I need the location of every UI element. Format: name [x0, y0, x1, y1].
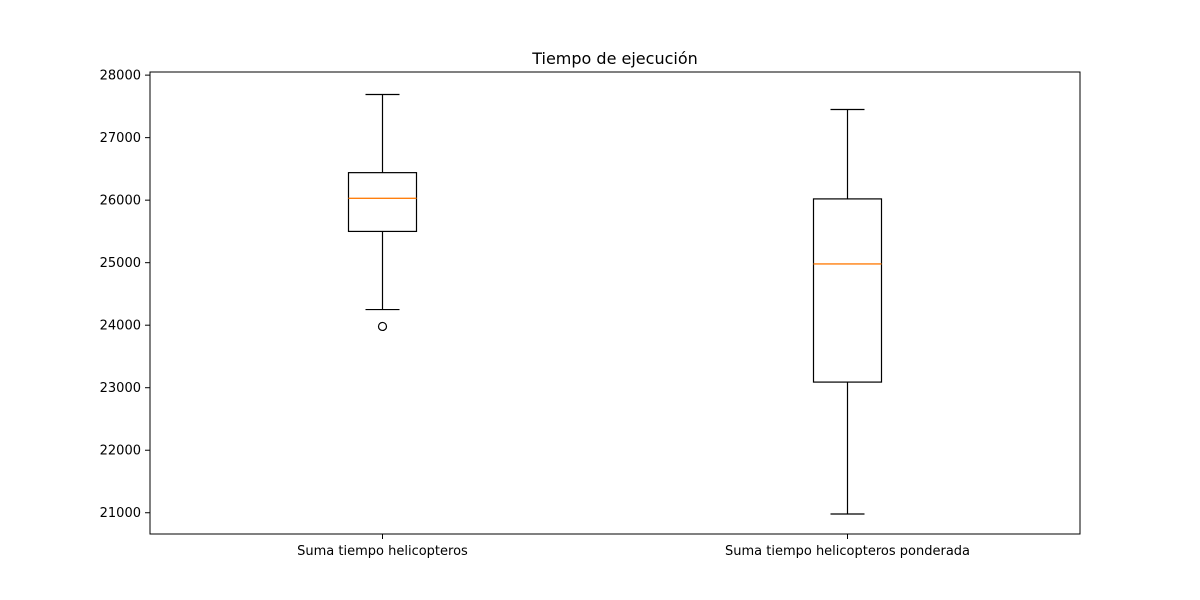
- outlier-point: [377, 321, 388, 332]
- y-tick-label: 21000: [100, 506, 141, 521]
- box-iqr: [812, 198, 883, 383]
- y-tick-label: 23000: [100, 381, 141, 396]
- y-tick-label: 25000: [100, 256, 141, 271]
- y-tick-label: 28000: [100, 69, 141, 84]
- x-tick-label: Suma tiempo helicopteros ponderada: [725, 544, 970, 559]
- x-tick-label: Suma tiempo helicopteros: [297, 544, 468, 559]
- plot-marks: 21000 22000 23000 24000 25000 26000 27000 28000…: [100, 69, 970, 559]
- y-tick-label: 27000: [100, 131, 141, 146]
- y-tick-label: 26000: [100, 194, 141, 209]
- y-tick-label: 22000: [100, 444, 141, 459]
- plot-frame: [149, 71, 1081, 535]
- box-iqr: [347, 172, 418, 233]
- chart-title: Tiempo de ejecución: [531, 49, 698, 68]
- y-tick-label: 24000: [100, 319, 141, 334]
